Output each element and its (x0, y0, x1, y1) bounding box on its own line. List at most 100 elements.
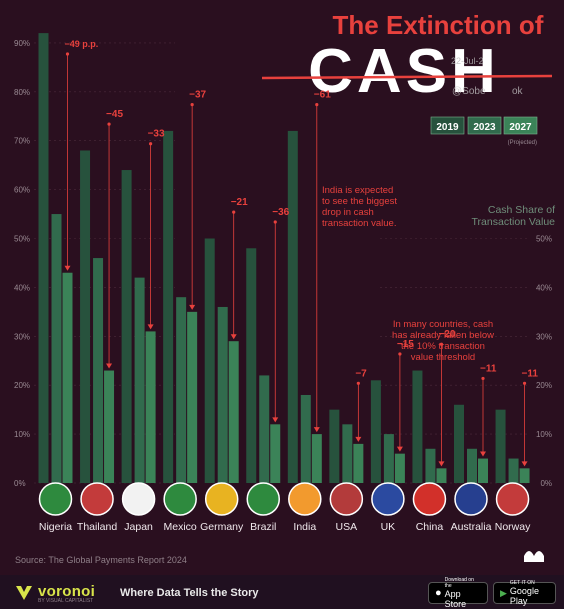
bar-2023 (259, 375, 270, 483)
bar-2019 (38, 33, 49, 484)
bar-2027 (270, 424, 281, 483)
y-tick-label: 90% (14, 39, 30, 48)
bar-2027 (187, 311, 198, 483)
india-annotation-line: transaction value. (322, 218, 396, 229)
legend-swatch-2023 (467, 116, 502, 135)
arrow-head (106, 363, 113, 369)
legend-swatch-2019 (430, 116, 465, 135)
category-label: USA (336, 521, 358, 533)
flag-australia-icon (454, 482, 488, 516)
bar-2027 (394, 453, 405, 483)
arrow-head (313, 427, 320, 433)
flag-brazil-icon (246, 482, 280, 516)
right-y-tick-label: 50% (536, 235, 552, 244)
y-tick-label: 10% (14, 430, 30, 439)
flag-norway-icon (495, 482, 530, 516)
bar-2023 (51, 214, 62, 484)
flag-mexico-icon (163, 482, 197, 516)
category-label: Mexico (164, 521, 197, 533)
bar-2023 (217, 306, 228, 483)
legend-swatch-2027 (503, 116, 538, 135)
right-y-tick-label: 40% (536, 283, 552, 292)
category-label: Brazil (250, 521, 276, 533)
change-label: −45 (106, 109, 123, 120)
bar-2023 (425, 448, 436, 483)
bar-2023 (176, 297, 187, 483)
bar-2023 (93, 258, 104, 483)
bar-2027 (228, 341, 239, 483)
category-label: Japan (124, 521, 153, 533)
change-label: −11 (480, 363, 497, 374)
bar-2027 (145, 331, 156, 483)
play-icon: ▶ (500, 587, 507, 598)
title-strike (261, 74, 553, 80)
apple-icon: ● (435, 587, 442, 599)
bar-2019 (329, 409, 340, 483)
app-store-button[interactable]: ● Download on the App Store (428, 577, 488, 609)
arrow-head (438, 461, 445, 467)
legend-label-2019: 2019 (436, 122, 459, 133)
right-y-tick-label: 10% (536, 430, 552, 439)
legend-projected-note: (Projected) (508, 140, 537, 146)
bar-2019 (121, 170, 132, 484)
flag-thailand-icon (80, 482, 114, 516)
brand-name: voronoi (38, 583, 96, 600)
arrow-head (521, 461, 528, 467)
watermark-date: 22-Jul-2 (451, 56, 484, 66)
threshold-annotation-line: has already fallen below (392, 330, 494, 341)
bar-2027 (104, 370, 115, 483)
bar-2019 (80, 150, 91, 484)
bar-2027 (478, 458, 488, 483)
bar-2023 (467, 448, 477, 483)
y-tick-label: 20% (14, 381, 30, 390)
change-label: −21 (231, 197, 248, 208)
arrow-start-dot (149, 142, 153, 146)
bar-2019 (495, 409, 506, 483)
bar-2023 (300, 394, 311, 483)
arrow-head (480, 451, 486, 457)
flag-usa-icon (329, 482, 364, 516)
axis-title-line: Cash Share of (488, 204, 555, 216)
flag-germany-icon (204, 482, 239, 516)
change-label: −37 (189, 90, 206, 101)
y-tick-label: 40% (14, 283, 30, 292)
india-annotation-line: India is expected (322, 185, 393, 196)
threshold-annotation-line: the 10% transaction (401, 341, 485, 352)
y-tick-label: 0% (14, 479, 26, 488)
title-line1: The Extinction of (333, 10, 544, 40)
y-tick-label: 80% (14, 88, 30, 97)
category-label: Thailand (77, 521, 117, 533)
google-play-label: Google Play (509, 586, 539, 606)
threshold-annotation-line: In many countries, cash (393, 319, 493, 330)
change-label: −20 (438, 329, 455, 340)
bar-2027 (311, 434, 322, 483)
bar-2019 (204, 238, 215, 483)
change-label: −49 p.p. (65, 39, 99, 49)
bar-2027 (436, 468, 447, 483)
google-play-button[interactable]: ▶ GET IT ON Google Play (493, 580, 556, 606)
bar-2023 (134, 277, 145, 483)
bar-2023 (342, 424, 353, 483)
bar-2023 (383, 434, 394, 483)
bar-2023 (508, 458, 519, 483)
category-label: UK (381, 521, 396, 533)
change-label: −15 (397, 339, 414, 350)
source-note: Source: The Global Payments Report 2024 (15, 555, 187, 565)
arrow-head (396, 446, 403, 452)
bar-2027 (62, 272, 73, 483)
category-label: China (416, 521, 444, 533)
category-label: Nigeria (39, 521, 72, 533)
bar-2019 (412, 370, 423, 483)
india-annotation-line: to see the biggest (322, 196, 397, 207)
y-tick-label: 50% (14, 235, 30, 244)
arrow-head (230, 334, 237, 340)
bar-2019 (163, 130, 174, 484)
app-store-label: App Store (444, 589, 467, 609)
flag-india-icon (288, 482, 322, 516)
change-label: −11 (522, 368, 539, 379)
flag-china-icon (412, 482, 447, 516)
y-tick-label: 30% (14, 332, 30, 341)
right-y-tick-label: 0% (540, 479, 552, 488)
